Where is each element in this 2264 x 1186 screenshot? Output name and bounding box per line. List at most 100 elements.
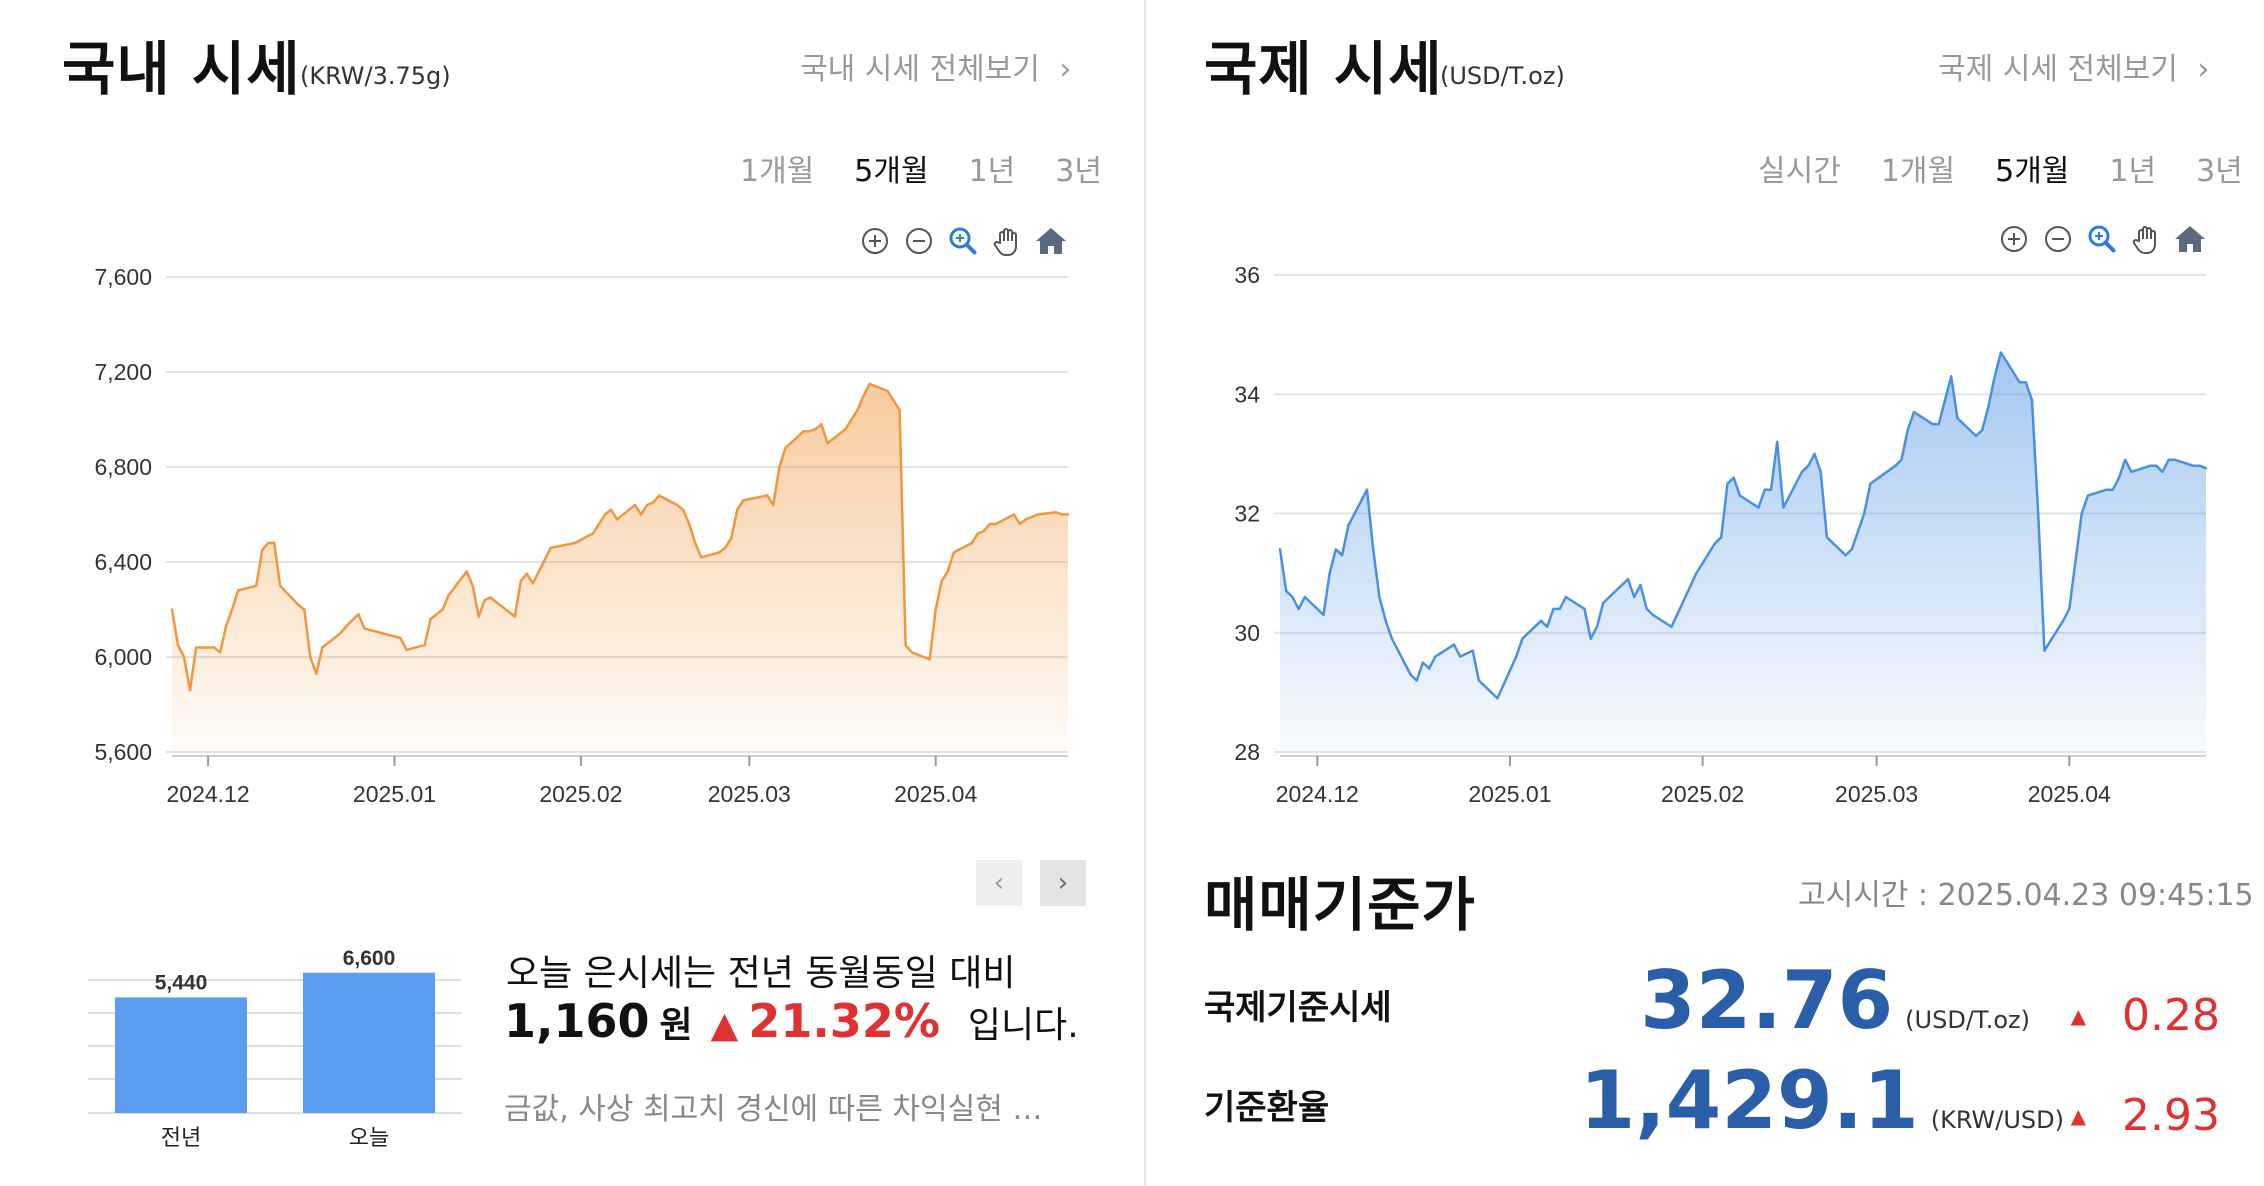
data-point <box>976 532 979 535</box>
zoom-in-icon[interactable] <box>1997 222 2031 256</box>
data-point <box>1825 536 1829 539</box>
data-point <box>1943 399 1947 402</box>
home-icon[interactable] <box>2173 222 2207 256</box>
data-point <box>681 508 685 511</box>
data-point <box>934 608 937 611</box>
data-point <box>339 632 342 635</box>
chart-prev-button[interactable]: ‹ <box>976 860 1022 906</box>
data-point <box>952 551 955 554</box>
x-tick-label: 2024.12 <box>167 781 250 807</box>
magnify-icon[interactable] <box>2085 222 2119 256</box>
data-point <box>1477 679 1481 682</box>
y-tick-label: 6,400 <box>94 549 152 575</box>
period-tab-1m[interactable]: 1개월 <box>1880 154 1956 189</box>
data-point <box>1278 548 1282 551</box>
y-tick-label: 7,200 <box>94 359 152 385</box>
international-view-all-link[interactable]: 국제 시세 전체보기 › <box>1938 44 2209 88</box>
period-tab-3y[interactable]: 3년 <box>1055 154 1102 189</box>
bar-value-label: 6,600 <box>343 950 396 970</box>
data-point <box>321 646 324 649</box>
period-tab-3y[interactable]: 3년 <box>2196 154 2243 189</box>
data-point <box>1390 637 1394 640</box>
period-tab-1m[interactable]: 1개월 <box>740 154 815 189</box>
data-point <box>489 596 492 599</box>
data-point <box>766 494 769 497</box>
data-point <box>1775 440 1779 444</box>
data-point <box>1514 655 1518 658</box>
data-point <box>1912 410 1916 414</box>
exchange-rate-value: 1,429.1 <box>1579 1054 1919 1147</box>
data-point <box>519 579 522 583</box>
data-point <box>2161 470 2164 473</box>
data-point <box>1999 351 2003 354</box>
data-point <box>1639 583 1642 587</box>
data-point <box>399 636 402 640</box>
x-tick-label: 2025.01 <box>1468 781 1551 807</box>
data-point <box>778 465 781 469</box>
period-tab-1y[interactable]: 1년 <box>2109 154 2157 189</box>
period-tab-realtime[interactable]: 실시간 <box>1758 154 1841 189</box>
news-headline-link[interactable]: 금값, 사상 최고치 경신에 따른 차익실현 … <box>504 1092 1043 1127</box>
international-view-all-label: 국제 시세 전체보기 <box>1938 52 2178 87</box>
magnify-icon[interactable] <box>946 224 980 258</box>
data-point <box>1633 595 1636 599</box>
data-point <box>1539 619 1543 623</box>
y-tick-label: 34 <box>1234 381 1260 407</box>
data-point <box>1054 510 1058 514</box>
data-point <box>236 589 240 592</box>
data-point <box>802 430 805 433</box>
zoom-out-icon[interactable] <box>2041 222 2075 256</box>
data-point <box>1670 625 1673 628</box>
period-tab-5m[interactable]: 5개월 <box>1995 154 2070 189</box>
data-point <box>814 427 817 431</box>
pan-hand-icon[interactable] <box>2129 222 2163 256</box>
chart-next-button[interactable]: › <box>1040 860 1086 906</box>
data-point <box>1713 542 1717 545</box>
data-point <box>651 501 655 504</box>
data-point <box>1378 595 1381 599</box>
home-icon[interactable] <box>1034 224 1068 258</box>
domestic-price-chart[interactable]: 7,600 7,200 6,800 6,400 6,000 5,600 2024.12 202… <box>0 250 1144 840</box>
data-point <box>1608 595 1611 599</box>
data-point <box>820 423 823 426</box>
data-point <box>2061 619 2065 623</box>
bar <box>115 997 247 1113</box>
y-tick-label: 5,600 <box>94 739 152 765</box>
x-tick-label: 2024.12 <box>1276 781 1359 807</box>
data-point <box>224 624 228 628</box>
data-point <box>1974 434 1978 438</box>
zoom-out-icon[interactable] <box>902 224 936 258</box>
data-point <box>465 570 468 573</box>
international-price-chart[interactable]: 36 34 32 30 28 2024.12 2025.01 2025.02 2025.03 20… <box>1146 250 2264 840</box>
international-chart-toolbar <box>1997 222 2207 256</box>
data-point <box>2086 494 2090 497</box>
data-point <box>531 582 535 585</box>
period-tab-5m[interactable]: 5개월 <box>854 154 929 189</box>
x-tick-label: 2025.03 <box>1835 781 1918 807</box>
std-row-label: 기준환율 <box>1204 1088 1330 1128</box>
data-point <box>1328 571 1331 575</box>
data-point <box>212 646 216 649</box>
period-tab-1y[interactable]: 1년 <box>968 154 1016 189</box>
x-tick-label: 2025.01 <box>353 781 436 807</box>
pan-hand-icon[interactable] <box>990 224 1024 258</box>
zoom-in-icon[interactable] <box>858 224 892 258</box>
comparison-percent: 21.32% <box>748 994 940 1048</box>
data-point <box>1334 548 1338 551</box>
data-point <box>1626 577 1630 581</box>
data-point <box>1322 613 1325 617</box>
data-point <box>2080 512 2083 515</box>
data-point <box>1564 595 1568 599</box>
data-point <box>2018 381 2021 384</box>
international-unit: (USD/T.oz) <box>1440 62 1565 90</box>
data-point <box>1769 488 1773 491</box>
data-point <box>1601 601 1605 605</box>
data-point <box>1981 428 1984 432</box>
std-row-change: ▲ 2.93 <box>2071 1090 2220 1141</box>
data-point <box>988 522 992 526</box>
domestic-view-all-link[interactable]: 국내 시세 전체보기 › <box>800 44 1071 88</box>
comparison-amount: 1,160 <box>504 994 650 1048</box>
international-title: 국제 시세 <box>1204 35 1443 103</box>
data-point <box>772 503 775 507</box>
data-point <box>2105 488 2108 491</box>
